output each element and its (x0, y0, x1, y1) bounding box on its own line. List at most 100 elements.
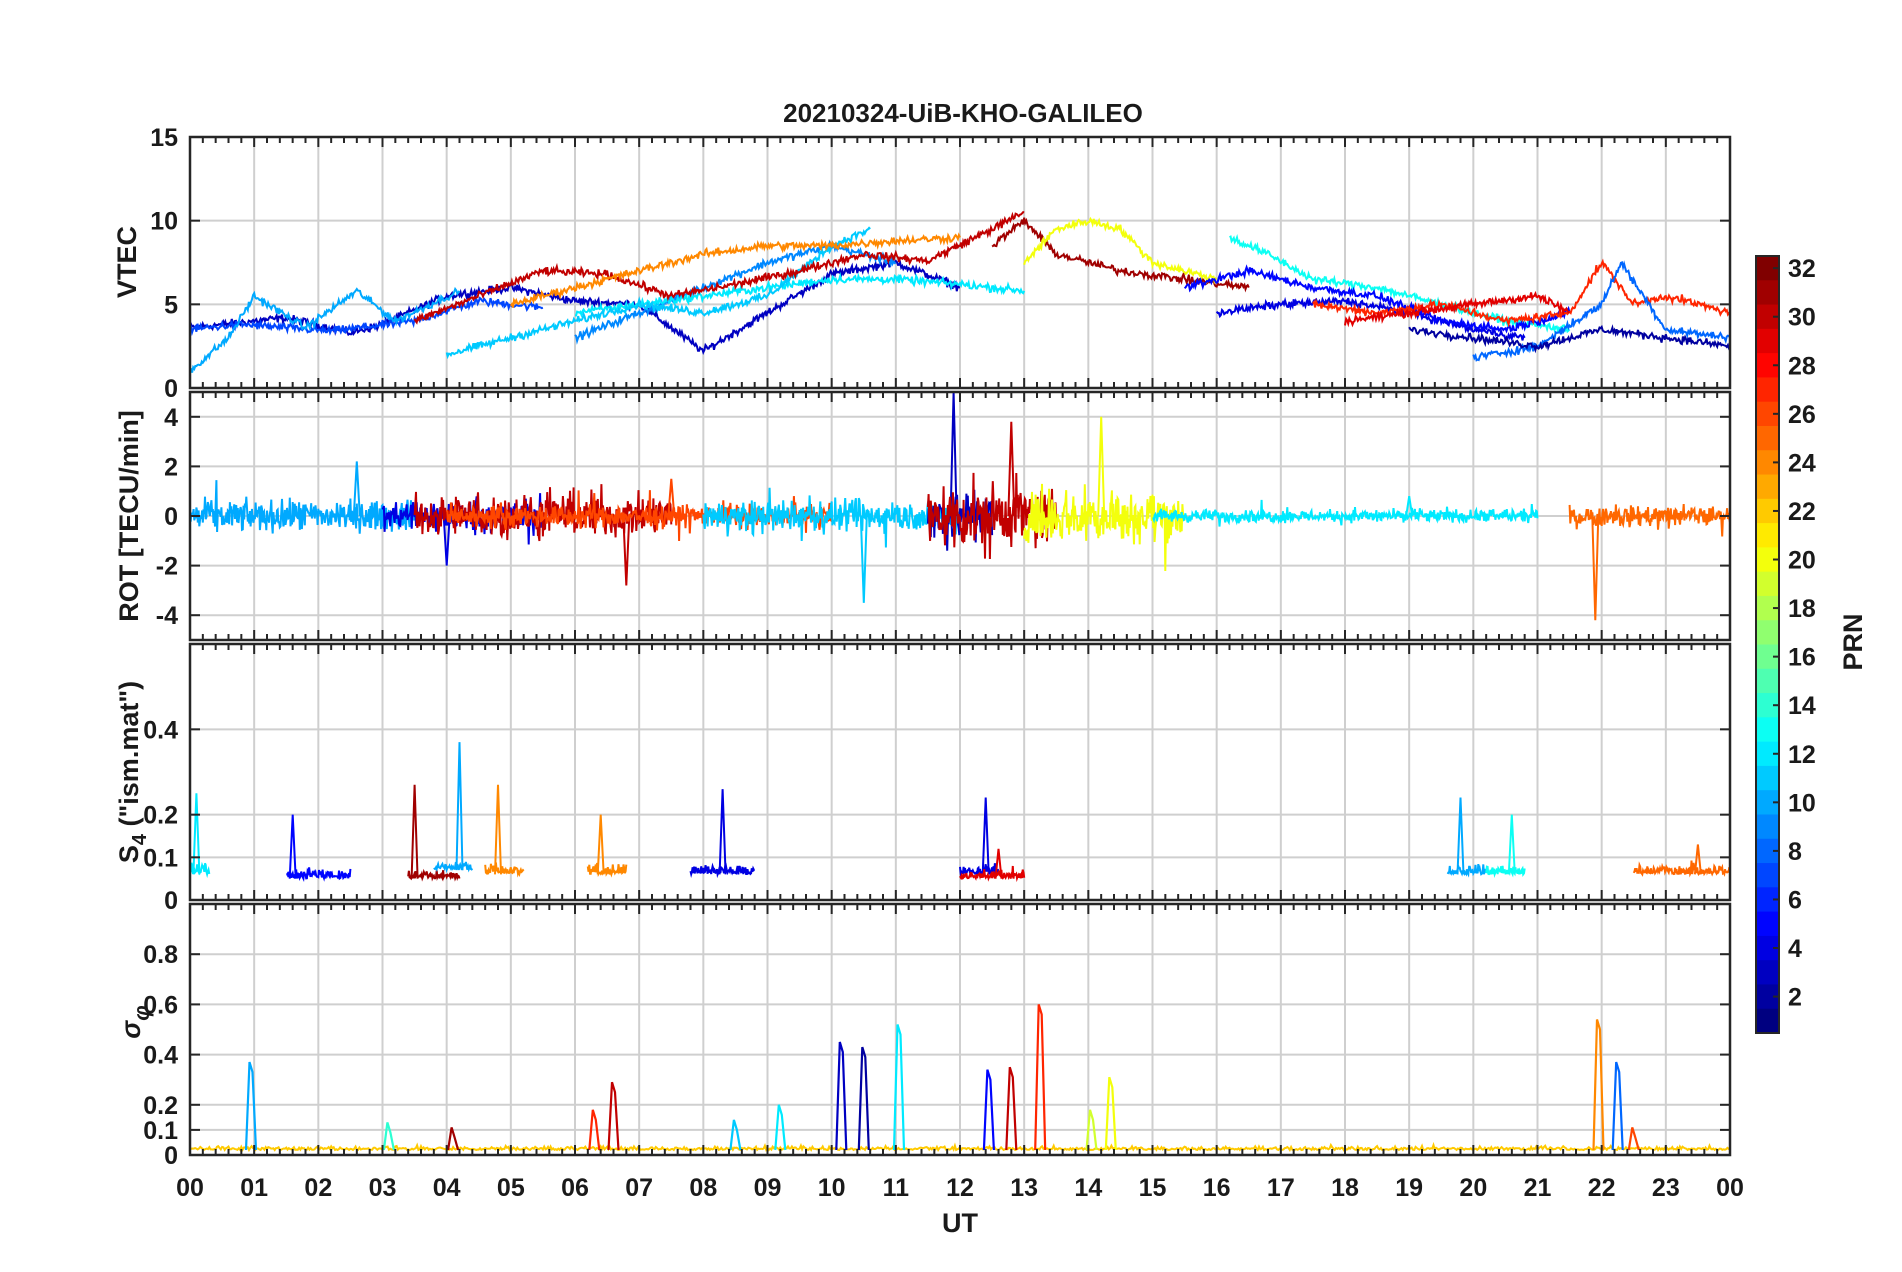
x-tick-label: 17 (1267, 1174, 1295, 1202)
colorbar-frame (1755, 255, 1780, 1034)
s4-series-prn-25 (1632, 844, 1731, 878)
rot-series-prn-11 (702, 487, 961, 603)
vtec-series-prn-29 (1344, 290, 1571, 328)
colorbar-segment (1756, 741, 1779, 767)
sigma-phi-spike-prn-12 (774, 1104, 787, 1151)
x-tick-label: 20 (1459, 1174, 1487, 1202)
vtec-series-prn-11 (445, 226, 871, 360)
x-tick-label: 12 (946, 1174, 974, 1202)
sigma-phi-ylabel: σφ (116, 1005, 154, 1038)
y-tick-label: 0.1 (143, 844, 178, 872)
vtec-series-prn-13 (1229, 233, 1571, 335)
colorbar-segment (1756, 450, 1779, 476)
x-tick-label: 10 (818, 1174, 846, 1202)
sigma-phi-spike-prn-2 (857, 1046, 870, 1151)
y-tick-label: 10 (150, 208, 178, 236)
rot-series-prn-12 (1152, 496, 1539, 527)
colorbar-tick-label: 30 (1788, 304, 1816, 332)
sigma-phi-spike-prn-11 (729, 1119, 742, 1151)
chart-title: 20210324-UiB-KHO-GALILEO (783, 98, 1143, 128)
sigma-phi-spike-prn-8 (1611, 1061, 1624, 1151)
colorbar-segment (1756, 328, 1779, 354)
colorbar-segment (1756, 863, 1779, 888)
colorbar-tick-label: 24 (1788, 449, 1816, 477)
x-tick-label: 13 (1010, 1174, 1038, 1202)
x-axis-ticks: 00 01 02 03 04 05 06 07 08 09 10 11 12 13 14 15 16 17 18 19… (176, 1174, 1744, 1202)
x-tick-label: 06 (561, 1174, 589, 1202)
x-tick-label: 23 (1652, 1174, 1680, 1202)
vtec-series-prn-30 (413, 211, 1025, 325)
colorbar-tick-label: 10 (1788, 789, 1816, 817)
vtec-ylabel: VTEC (112, 226, 142, 298)
colorbar-tick-label: 32 (1788, 255, 1816, 283)
y-tick-label: 15 (150, 124, 178, 152)
colorbar: 32 30 28 26 24 22 20 18 16 14 12 10 8 6 4 2 (1755, 255, 1816, 1034)
s4-series-prn-24 (586, 814, 628, 878)
y-tick-label: 5 (164, 291, 178, 319)
colorbar-segment (1756, 693, 1779, 718)
colorbar-tick-label: 16 (1788, 644, 1816, 672)
y-tick-label: 0.2 (143, 802, 178, 830)
colorbar-segment (1756, 1008, 1779, 1034)
colorbar-label: PRN (1838, 613, 1868, 670)
colorbar-tick-label: 8 (1788, 838, 1802, 866)
x-tick-label: 08 (689, 1174, 717, 1202)
colorbar-tick-label: 4 (1788, 935, 1802, 963)
panel-vtec-frame (188, 135, 1732, 390)
s4-series-prn-5 (286, 814, 352, 883)
panel-rot: 4 2 0 -2 -4 (156, 390, 1732, 642)
s4-series-prn-24 (484, 784, 525, 878)
panel-vtec: 15 10 5 0 (150, 124, 1732, 403)
x-tick-label: 03 (369, 1174, 397, 1202)
x-tick-label: 00 (1716, 1174, 1744, 1202)
x-tick-label: 05 (497, 1174, 525, 1202)
sigma-phi-spike-prn-20 (1104, 1076, 1117, 1151)
s4-series-prn-10 (1446, 797, 1488, 878)
colorbar-segment (1756, 377, 1779, 403)
x-tick-label: 02 (304, 1174, 332, 1202)
x-axis-label: UT (942, 1208, 978, 1238)
colorbar-segment (1756, 620, 1779, 646)
colorbar-tick-label: 18 (1788, 595, 1816, 623)
sigma-phi-spike-prn-26 (1627, 1127, 1640, 1151)
sigma-phi-spike-prn-27 (1034, 1004, 1047, 1151)
x-tick-label: 21 (1524, 1174, 1552, 1202)
x-tick-label: 07 (625, 1174, 653, 1202)
sigma-phi-spike-prn-31 (447, 1127, 460, 1151)
vtec-series-prn-10 (189, 286, 461, 373)
s4-series-prn-29 (959, 848, 1026, 883)
vtec-series-prn-9 (574, 239, 897, 345)
sigma-phi-spike-prn-24 (1592, 1019, 1605, 1151)
colorbar-segment (1756, 353, 1779, 379)
colorbar-segment (1756, 717, 1779, 743)
panel-s4: 0.4 0.2 0.1 0 (143, 642, 1732, 915)
sigma-phi-spike-prn-10 (244, 1061, 258, 1151)
colorbar-tick-label: 20 (1788, 547, 1816, 575)
vtec-series-prn-4 (1215, 295, 1526, 343)
s4-series-prn-12 (189, 793, 211, 879)
vtec-series-prn-24 (509, 232, 961, 308)
x-tick-label: 15 (1139, 1174, 1167, 1202)
colorbar-segment (1756, 474, 1779, 500)
colorbar-segment (1756, 401, 1779, 427)
panel-rot-frame (188, 390, 1732, 642)
y-tick-label: -2 (156, 553, 178, 581)
colorbar-segment (1756, 280, 1779, 306)
y-tick-label: 0 (164, 375, 178, 403)
x-tick-label: 16 (1203, 1174, 1231, 1202)
colorbar-segment (1756, 960, 1779, 986)
vtec-series-prn-2 (1408, 324, 1731, 354)
s4-series-prn-13 (1485, 814, 1526, 879)
sigma-phi-spike-prn-19 (1085, 1109, 1098, 1151)
y-tick-label: 2 (164, 453, 178, 481)
x-tick-label: 14 (1074, 1174, 1102, 1202)
colorbar-segment (1756, 595, 1779, 621)
y-tick-label: 4 (164, 404, 178, 432)
vtec-series-prn-20 (1023, 216, 1218, 285)
sigma-phi-spike-prn-30 (607, 1081, 620, 1151)
y-tick-label: 0.4 (143, 716, 178, 744)
y-tick-label: 0.6 (143, 991, 178, 1019)
vtec-series-prn-3 (189, 258, 961, 355)
x-tick-label: 11 (883, 1174, 910, 1202)
